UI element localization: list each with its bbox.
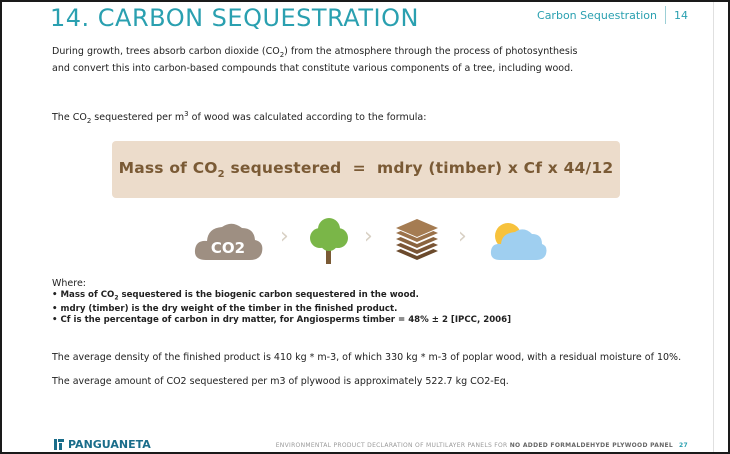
where-item-2: • mdry (timber) is the dry weight of the…	[52, 303, 398, 314]
brand-mark-icon	[54, 439, 64, 450]
page-edge-line	[713, 2, 714, 452]
formula-intro-c: of wood was calculated according to the …	[188, 112, 427, 124]
header-divider	[665, 6, 666, 24]
intro-text-b: ) from the atmosphere through the proces…	[284, 46, 578, 57]
co2-cloud-label: CO2	[211, 239, 245, 257]
formula: Mass of CO2 sequestered = mdry (timber) …	[119, 159, 614, 180]
density-paragraph: The average density of the finished prod…	[52, 352, 682, 363]
chevron-right-icon: ›	[364, 224, 373, 249]
formula-intro-sub: 2	[86, 117, 92, 126]
footer-text: ENVIRONMENTAL PRODUCT DECLARATION OF MUL…	[276, 442, 688, 449]
header-section: Carbon Sequestration 14	[537, 6, 688, 24]
section-number: 14	[674, 8, 688, 22]
intro-text-a: During growth, trees absorb carbon dioxi…	[52, 46, 280, 57]
footer-text-bold: NO ADDED FORMALDEHYDE PLYWOOD PANEL	[509, 442, 674, 449]
formula-intro: The CO2 sequestered per m3 of wood was c…	[52, 108, 426, 128]
brand-logo: PANGUANETA	[54, 438, 151, 451]
formula-part-b: sequestered = mdry (timber) x Cf x 44/12	[224, 158, 614, 177]
brand-name: PANGUANETA	[68, 438, 151, 451]
chevron-right-icon: ›	[280, 224, 289, 249]
where-item-1-a: • Mass of CO	[52, 289, 115, 300]
where-item-3: • Cf is the percentage of carbon in dry …	[52, 315, 512, 326]
intro-subscript: 2	[279, 50, 285, 59]
where-item-1-sub: 2	[114, 294, 119, 302]
where-list: Where: • Mass of CO2 sequestered is the …	[52, 278, 511, 327]
page-title: 14. CARBON SEQUESTRATION	[50, 4, 419, 32]
where-item-1: • Mass of CO2 sequestered is the biogeni…	[52, 290, 511, 304]
wood-panels-icon	[396, 219, 438, 260]
footer-text-a: ENVIRONMENTAL PRODUCT DECLARATION OF MUL…	[275, 442, 510, 449]
formula-box: Mass of CO2 sequestered = mdry (timber) …	[112, 141, 620, 198]
formula-sub: 2	[217, 169, 225, 181]
process-icons: CO2 › › ›	[192, 214, 552, 266]
where-label: Where:	[52, 278, 87, 289]
intro-text-c: and convert this into carbon-based compo…	[52, 62, 574, 74]
formula-intro-sup: 3	[184, 110, 189, 118]
formula-intro-a: The CO	[52, 112, 87, 124]
footer-page-number: 27	[679, 442, 688, 449]
co2-cloud-icon: CO2	[194, 223, 263, 260]
sun-cloud-icon	[490, 223, 547, 260]
tree-icon	[310, 218, 348, 264]
intro-paragraph: During growth, trees absorb carbon dioxi…	[52, 45, 612, 75]
section-label: Carbon Sequestration	[537, 8, 657, 22]
formula-part-a: Mass of CO	[118, 158, 218, 177]
chevron-right-icon: ›	[458, 224, 467, 249]
average-paragraph: The average amount of CO2 sequestered pe…	[52, 376, 509, 387]
formula-intro-b: sequestered per m	[91, 112, 185, 124]
where-item-1-b: sequestered is the biogenic carbon seque…	[118, 289, 419, 300]
